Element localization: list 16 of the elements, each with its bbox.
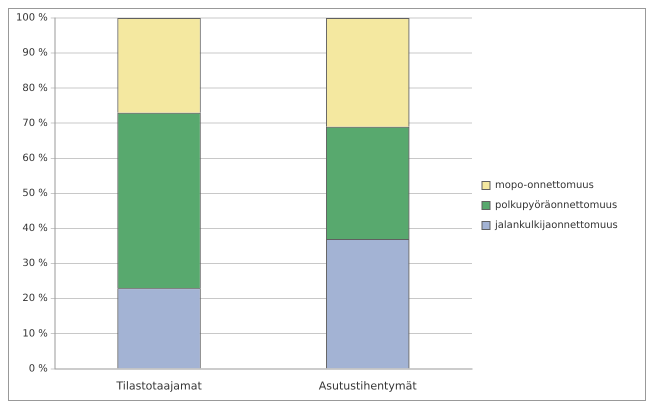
legend-label: mopo-onnettomuus — [495, 180, 594, 192]
y-tick-label: 0 % — [28, 363, 48, 374]
legend-label: jalankulkijaonnettomuus — [494, 220, 618, 232]
y-tick-label: 30 % — [22, 258, 48, 270]
x-tick-label: Asutustihentymät — [318, 379, 418, 392]
y-tick-label: 90 % — [22, 48, 48, 59]
x-tick-label: Tilastotaajamat — [115, 379, 202, 392]
y-tick-label: 70 % — [22, 118, 48, 129]
y-tick-label: 80 % — [22, 82, 48, 94]
y-tick-label: 100 % — [16, 12, 48, 24]
y-tick-label: 60 % — [22, 152, 48, 164]
y-tick-label: 20 % — [22, 293, 48, 304]
y-tick-label: 10 % — [22, 328, 48, 340]
y-tick-label: 50 % — [22, 188, 48, 199]
y-tick-label: 40 % — [22, 223, 48, 234]
legend-label: polkupyöräonnettomuus — [495, 200, 618, 212]
